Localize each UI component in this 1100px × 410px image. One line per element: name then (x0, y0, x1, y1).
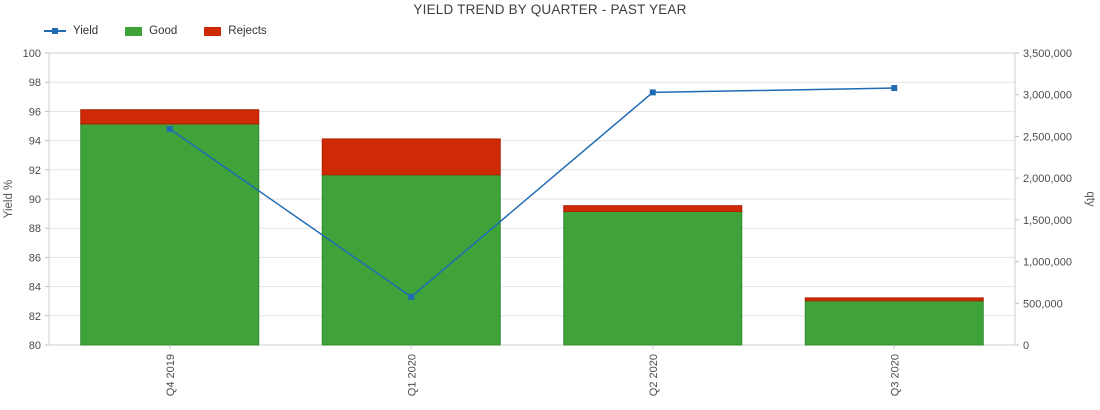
y-right-axis-title: qty (1084, 191, 1096, 207)
y-right-tick-label: 3,000,000 (1023, 90, 1072, 102)
y-right-tick-label: 0 (1023, 340, 1029, 352)
y-left-axis-title: Yield % (3, 180, 15, 219)
legend-item-yield[interactable]: Yield (44, 25, 98, 37)
y-left-tick-label: 82 (29, 311, 41, 323)
y-left-tick-label: 100 (23, 48, 41, 60)
bar-good-q1-2020 (321, 174, 501, 346)
legend-item-good[interactable]: Good (125, 25, 177, 37)
y-right-tick-label: 1,500,000 (1023, 215, 1072, 227)
y-right-tick-label: 500,000 (1023, 298, 1063, 310)
y-right-tick-label: 3,500,000 (1023, 48, 1072, 60)
yield-marker-q1-2020 (408, 293, 415, 300)
legend-label-yield: Yield (73, 25, 99, 37)
bar-rejects-q1-2020 (321, 138, 501, 176)
yield-marker-q4-2019 (166, 125, 173, 132)
legend: Yield Good Rejects (44, 25, 267, 37)
y-left-tick-label: 88 (29, 223, 41, 235)
bar-rejects-q3-2020 (804, 297, 984, 302)
good-swatch-icon (125, 26, 143, 36)
y-left-tick-label: 90 (29, 194, 41, 206)
yield-marker-q3-2020 (891, 85, 898, 92)
plot-border (48, 52, 1016, 346)
y-left-tick-label: 86 (29, 252, 41, 264)
bar-good-q2-2020 (563, 211, 743, 346)
y-right-tick-label: 1,000,000 (1023, 257, 1072, 269)
y-left-tick-label: 98 (29, 77, 41, 89)
yield-line-swatch-icon (44, 28, 66, 34)
y-right-tick-label: 2,000,000 (1023, 173, 1072, 185)
y-left-tick-label: 84 (29, 282, 41, 294)
y-right-tick-label: 2,500,000 (1023, 131, 1072, 143)
rejects-swatch-icon (204, 26, 222, 36)
legend-label-good: Good (149, 25, 178, 37)
x-tick-label-q3-2020: Q3 2020 (889, 354, 901, 396)
yield-marker-swatch-icon (52, 28, 58, 34)
chart-title: YIELD TREND BY QUARTER - PAST YEAR (413, 2, 687, 17)
yield-line (169, 87, 895, 298)
x-tick-label-q2-2020: Q2 2020 (648, 354, 660, 396)
bar-rejects-q4-2019 (80, 109, 260, 125)
bar-good-q3-2020 (804, 300, 984, 346)
bar-rejects-q2-2020 (563, 205, 743, 213)
y-left-tick-label: 96 (29, 106, 41, 118)
x-tick-label-q4-2019: Q4 2019 (165, 354, 177, 396)
x-tick-label-q1-2020: Q1 2020 (406, 354, 418, 396)
y-left-tick-label: 94 (29, 136, 41, 148)
yield-marker-q2-2020 (649, 89, 656, 96)
y-left-tick-label: 80 (29, 340, 41, 352)
y-left-tick-label: 92 (29, 165, 41, 177)
legend-item-rejects[interactable]: Rejects (204, 25, 267, 37)
bar-good-q4-2019 (80, 123, 260, 346)
legend-label-rejects: Rejects (228, 25, 267, 37)
